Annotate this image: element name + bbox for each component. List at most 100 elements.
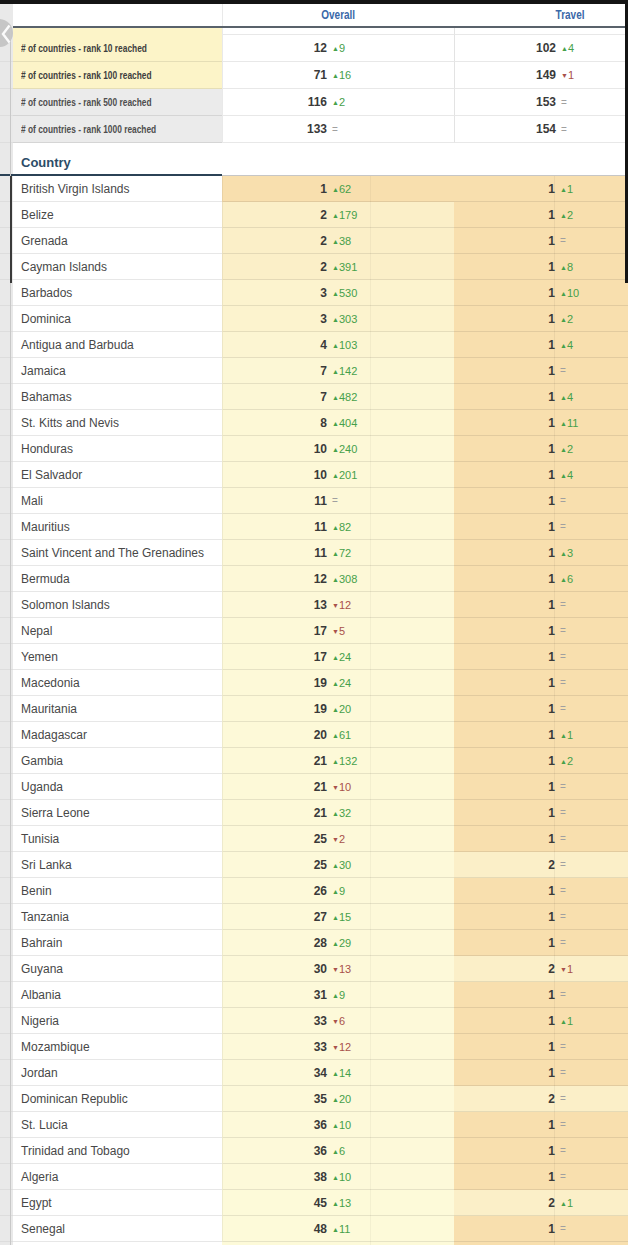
country-row[interactable]: Bahrain28▲291= <box>0 930 628 956</box>
country-row[interactable]: Macedonia19▲241= <box>0 670 628 696</box>
up-change-indicator: ▲4 <box>560 391 573 403</box>
rank-value: 1 <box>454 702 555 716</box>
up-change-indicator: ▲2 <box>560 313 573 325</box>
up-arrow-icon: ▲ <box>560 212 567 219</box>
country-row[interactable]: Dominica3▲3031▲2 <box>0 306 628 332</box>
country-row[interactable]: Antigua and Barbuda4▲1031▲4 <box>0 332 628 358</box>
country-row[interactable]: Tunisia25▼21= <box>0 826 628 852</box>
country-row[interactable]: Belize2▲1791▲2 <box>0 202 628 228</box>
overall-cell: 33▼12 <box>222 1034 454 1060</box>
overall-cell: 10▲201 <box>222 462 454 488</box>
back-chevron-icon[interactable] <box>1 24 12 48</box>
travel-column-header[interactable]: Travel <box>556 8 585 22</box>
country-row[interactable]: Dominican Republic35▲202= <box>0 1086 628 1112</box>
country-row[interactable]: Senegal48▲111= <box>0 1216 628 1242</box>
country-row[interactable]: Solomon Islands13▼121= <box>0 592 628 618</box>
country-row[interactable]: Jordan34▲141= <box>0 1060 628 1086</box>
country-row[interactable]: Mauritania19▲201= <box>0 696 628 722</box>
travel-cell: 1= <box>454 618 628 644</box>
country-row[interactable]: Algeria38▲101= <box>0 1164 628 1190</box>
travel-cell: 153= <box>454 89 628 116</box>
country-name: Antigua and Barbuda <box>13 332 222 358</box>
up-arrow-icon: ▲ <box>332 732 339 739</box>
change-value: 1 <box>567 963 573 975</box>
travel-cell: 1= <box>454 1216 628 1242</box>
change-value: 1 <box>567 1197 573 1209</box>
gap-row <box>0 143 628 151</box>
up-arrow-icon: ▲ <box>332 316 339 323</box>
country-row[interactable]: Nigeria33▼61▲1 <box>0 1008 628 1034</box>
up-change-indicator: ▲11 <box>560 417 578 429</box>
country-row[interactable]: Mauritius11▲821= <box>0 514 628 540</box>
up-change-indicator: ▲103 <box>332 339 357 351</box>
no-change-indicator: = <box>560 677 566 688</box>
overall-cell: 71▲16 <box>222 62 454 89</box>
up-arrow-icon: ▲ <box>332 576 339 583</box>
rank-value: 11 <box>223 546 327 560</box>
country-row[interactable]: British Virgin Islands1▲621▲1 <box>0 176 628 202</box>
country-row[interactable]: St. Lucia36▲101= <box>0 1112 628 1138</box>
gutter <box>0 1164 13 1190</box>
up-arrow-icon: ▲ <box>332 1122 339 1129</box>
country-name: Senegal <box>13 1216 222 1242</box>
down-arrow-icon: ▼ <box>561 72 568 79</box>
country-row[interactable]: Guyana30▼132▼1 <box>0 956 628 982</box>
gutter <box>0 1034 13 1060</box>
up-change-indicator: ▲30 <box>332 859 351 871</box>
country-row[interactable]: Tanzania27▲151= <box>0 904 628 930</box>
change-value: 303 <box>339 313 357 325</box>
summary-label: # of countries - rank 100 reached <box>13 62 222 89</box>
country-row[interactable]: Uganda21▼101= <box>0 774 628 800</box>
rank-value: 1 <box>454 312 555 326</box>
gutter <box>0 462 13 488</box>
up-arrow-icon: ▲ <box>332 264 339 271</box>
country-row[interactable]: Honduras10▲2401▲2 <box>0 436 628 462</box>
gutter <box>0 1138 13 1164</box>
overall-column-header[interactable]: Overall <box>322 8 356 22</box>
country-row[interactable]: Saint Vincent and The Grenadines11▲721▲3 <box>0 540 628 566</box>
change-value: 1 <box>567 729 573 741</box>
country-row[interactable]: Gambia21▲1321▲2 <box>0 748 628 774</box>
rank-value: 13 <box>223 598 327 612</box>
country-row[interactable]: Albania31▲91= <box>0 982 628 1008</box>
country-row[interactable]: Grenada2▲381= <box>0 228 628 254</box>
country-row[interactable]: Benin26▲91= <box>0 878 628 904</box>
rank-value: 1 <box>454 1066 555 1080</box>
rank-value: 1 <box>454 1040 555 1054</box>
country-row[interactable]: Trinidad and Tobago36▲61= <box>0 1138 628 1164</box>
country-row[interactable]: St. Kitts and Nevis8▲4041▲11 <box>0 410 628 436</box>
rank-value: 10 <box>223 442 327 456</box>
country-row[interactable]: Mali11=1= <box>0 488 628 514</box>
country-name: St. Lucia <box>13 1112 222 1138</box>
country-row[interactable]: Madagascar20▲611▲1 <box>0 722 628 748</box>
country-row[interactable]: Barbados3▲5301▲10 <box>0 280 628 306</box>
change-value: 12 <box>339 599 351 611</box>
country-row[interactable]: Sri Lanka25▲302= <box>0 852 628 878</box>
country-row[interactable]: Nepal17▼51= <box>0 618 628 644</box>
overall-cell: 48▲11 <box>222 1216 454 1242</box>
country-row[interactable]: El Salvador10▲2011▲4 <box>0 462 628 488</box>
country-row[interactable]: Bermuda12▲3081▲6 <box>0 566 628 592</box>
rank-value: 36 <box>223 1118 327 1132</box>
country-row[interactable]: Jamaica7▲1421= <box>0 358 628 384</box>
country-row[interactable]: Yemen17▲241= <box>0 644 628 670</box>
change-value: 8 <box>567 261 573 273</box>
up-change-indicator: ▲8 <box>560 261 573 273</box>
country-row[interactable]: Bahamas7▲4821▲4 <box>0 384 628 410</box>
up-arrow-icon: ▲ <box>560 394 567 401</box>
country-row[interactable]: Sierra Leone21▲321= <box>0 800 628 826</box>
no-change-indicator: = <box>560 807 566 818</box>
country-row[interactable]: Egypt45▲132▲1 <box>0 1190 628 1216</box>
down-change-indicator: ▼12 <box>332 1041 351 1053</box>
overall-cell: 12▲9 <box>222 35 454 62</box>
travel-cell: 1▲4 <box>454 384 628 410</box>
summary-label-text: # of countries - rank 500 reached <box>21 96 152 108</box>
country-row[interactable]: Cayman Islands2▲3911▲8 <box>0 254 628 280</box>
country-row[interactable]: Mozambique33▼121= <box>0 1034 628 1060</box>
rank-value: 1 <box>454 728 555 742</box>
gutter <box>0 62 13 89</box>
overall-cell: 11▲72 <box>222 540 454 566</box>
no-change-indicator: = <box>332 124 338 135</box>
up-change-indicator: ▲201 <box>332 469 357 481</box>
no-change-indicator: = <box>561 124 567 135</box>
